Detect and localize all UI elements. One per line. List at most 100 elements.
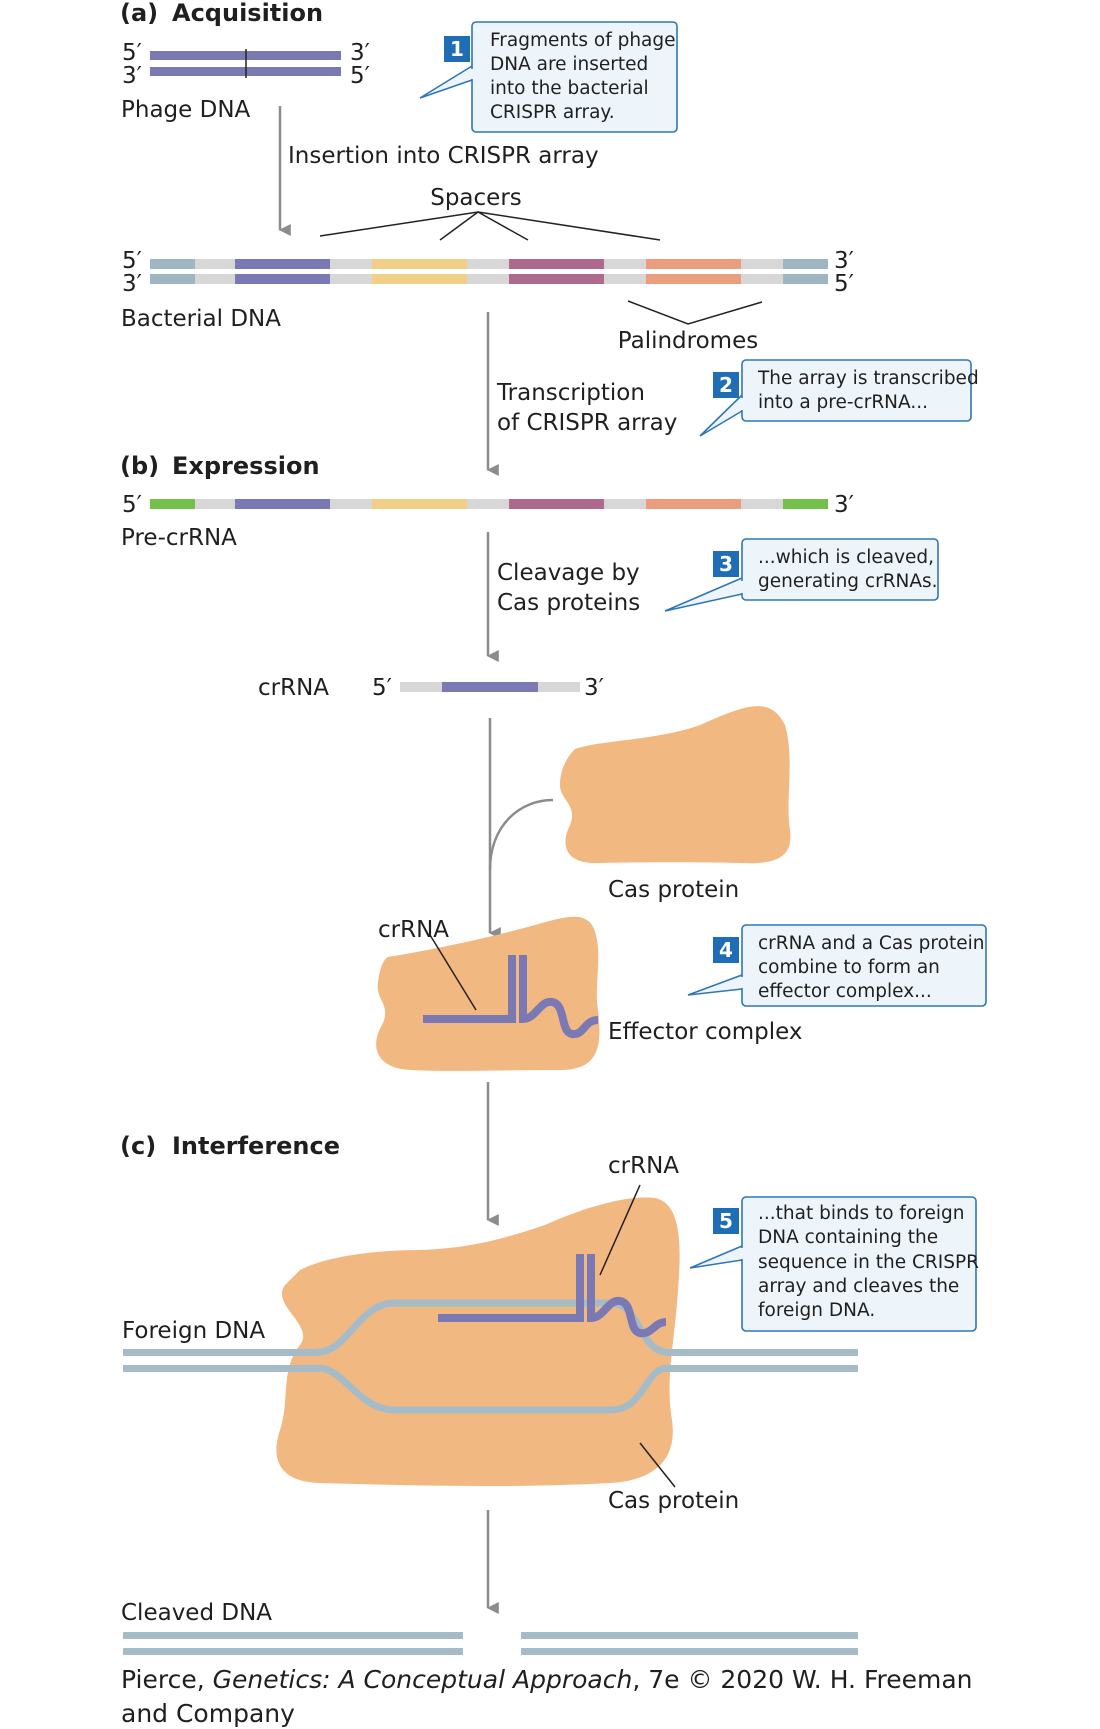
section-letter: (c) bbox=[120, 1132, 156, 1160]
leader-line bbox=[639, 1442, 676, 1488]
callout-text: DNA containing the bbox=[758, 1227, 938, 1248]
effector-complex-label: Effector complex bbox=[608, 1019, 803, 1045]
phage-dna-label: Phage DNA bbox=[121, 97, 251, 123]
bacterial-dna-label: Bacterial DNA bbox=[121, 306, 281, 332]
strand-end-label: 5′ bbox=[122, 492, 142, 518]
callout-pointer bbox=[664, 577, 743, 612]
joining-arrow bbox=[488, 798, 554, 871]
spacers-label: Spacers bbox=[430, 185, 522, 211]
callout-text: CRISPR array. bbox=[490, 102, 615, 123]
palindromes-bracket: Palindromes bbox=[618, 300, 763, 354]
transcription-label: Transcription bbox=[496, 380, 645, 406]
callout-text: sequence in the CRISPR bbox=[758, 1252, 979, 1273]
callout-text: into the bacterial bbox=[490, 78, 649, 99]
callout-pointer bbox=[419, 65, 473, 99]
step-number: 3 bbox=[719, 552, 733, 576]
numbered-step-badge bbox=[444, 36, 470, 62]
cleavage-label: Cas proteins bbox=[497, 590, 640, 616]
section-letter: (b) bbox=[120, 452, 159, 480]
strand-end-label: 5′ bbox=[350, 63, 370, 89]
crispr-strand-top bbox=[150, 259, 828, 269]
leader-line bbox=[599, 1184, 641, 1276]
section-title: Acquisition bbox=[172, 0, 323, 27]
crrna-label: crRNA bbox=[608, 1153, 679, 1179]
spacers-bracket: Spacers bbox=[319, 185, 661, 241]
credit-line: Pierce, Genetics: A Conceptual Approach,… bbox=[121, 1665, 973, 1728]
crispr-strand-bottom bbox=[150, 274, 828, 284]
credit-text: and Company bbox=[121, 1699, 295, 1728]
strand-end-label: 3′ bbox=[122, 271, 142, 297]
section-b-heading: (b) Expression bbox=[120, 452, 320, 480]
bacterial-dna: 5′ 3′ 3′ 5′ bbox=[121, 248, 854, 332]
transcription-label: of CRISPR array bbox=[497, 410, 677, 436]
credit-text: Pierce, Genetics: A Conceptual Approach,… bbox=[121, 1665, 973, 1694]
callout-text: combine to form an bbox=[758, 957, 940, 978]
section-title: Interference bbox=[172, 1132, 340, 1160]
strand-end-label: 5′ bbox=[372, 675, 392, 701]
callout-4: 4 crRNA and a Cas protein combine to for… bbox=[687, 924, 987, 1007]
callout-3: 3 ...which is cleaved, generating crRNAs… bbox=[664, 538, 939, 612]
callout-1: 1 Fragments of phage DNA are inserted in… bbox=[419, 21, 678, 133]
crrna: crRNA 5′ 3′ bbox=[258, 675, 604, 701]
pre-crrna-label: Pre-crRNA bbox=[121, 525, 237, 551]
callout-text: ...which is cleaved, bbox=[758, 547, 934, 568]
numbered-step-badge bbox=[713, 1208, 739, 1234]
callout-box bbox=[741, 924, 987, 1007]
cas-protein-shape bbox=[376, 916, 600, 1071]
callout-5: 5 ...that binds to foreign DNA containin… bbox=[689, 1196, 979, 1332]
strand-end-label: 3′ bbox=[834, 248, 854, 274]
cleavage-label: Cleavage by bbox=[497, 560, 640, 586]
cleaved-dna: Cleaved DNA bbox=[121, 1600, 858, 1655]
section-a-heading: (a) Acquisition bbox=[120, 0, 323, 27]
crrna-label: crRNA bbox=[378, 917, 449, 943]
section-letter: (a) bbox=[120, 0, 158, 27]
strand-end-label: 5′ bbox=[834, 271, 854, 297]
cas-protein-shape bbox=[560, 706, 791, 864]
callout-box bbox=[741, 538, 939, 601]
step-number: 1 bbox=[450, 37, 464, 61]
insertion-label: Insertion into CRISPR array bbox=[288, 143, 599, 169]
strand-end-label: 5′ bbox=[122, 248, 142, 274]
callout-pointer bbox=[687, 974, 743, 996]
callout-text: foreign DNA. bbox=[758, 1300, 875, 1321]
credit-author: Pierce, bbox=[121, 1665, 213, 1694]
crrna-label: crRNA bbox=[258, 675, 329, 701]
callout-text: The array is transcribed bbox=[757, 368, 979, 389]
effector-complex: crRNA bbox=[376, 916, 600, 1071]
credit-book-title: Genetics: A Conceptual Approach bbox=[213, 1665, 633, 1694]
section-title: Expression bbox=[172, 452, 320, 480]
strand-end-label: 5′ bbox=[122, 40, 142, 66]
cas-protein-label: Cas protein bbox=[608, 877, 739, 903]
callout-text: into a pre-crRNA... bbox=[758, 392, 928, 413]
callout-pointer bbox=[689, 1245, 743, 1269]
phage-dna: 5′ 3′ 3′ 5′ Phage DNA bbox=[121, 40, 370, 123]
strand-end-label: 3′ bbox=[350, 40, 370, 66]
cas-protein-label: Cas protein bbox=[608, 1488, 739, 1514]
cleaved-dna-label: Cleaved DNA bbox=[121, 1600, 272, 1626]
callout-text: generating crRNAs. bbox=[758, 571, 938, 592]
callout-text: crRNA and a Cas protein bbox=[758, 933, 984, 954]
credit-publisher: , 7e © 2020 W. H. Freeman bbox=[632, 1665, 972, 1694]
leader-line bbox=[429, 934, 477, 1011]
step-number: 4 bbox=[719, 938, 733, 962]
callout-text: effector complex... bbox=[758, 981, 932, 1002]
callout-box bbox=[741, 359, 972, 422]
step-number: 2 bbox=[719, 373, 733, 397]
callout-text: ...that binds to foreign bbox=[758, 1203, 964, 1224]
strand-end-label: 3′ bbox=[122, 63, 142, 89]
callout-2: 2 The array is transcribed into a pre-cr… bbox=[699, 359, 979, 437]
strand-end-label: 3′ bbox=[584, 675, 604, 701]
palindromes-label: Palindromes bbox=[618, 328, 758, 354]
pre-crrna: 5′ 3′ Pre-crRNA bbox=[121, 492, 854, 551]
callout-text: DNA are inserted bbox=[490, 54, 648, 75]
crrna-in-complex bbox=[423, 955, 599, 1039]
callout-pointer bbox=[699, 394, 743, 437]
step-number: 5 bbox=[719, 1209, 733, 1233]
numbered-step-badge bbox=[713, 551, 739, 577]
callout-box bbox=[741, 1196, 977, 1332]
foreign-dna: Foreign DNA bbox=[122, 1299, 858, 1414]
strand-end-label: 3′ bbox=[834, 492, 854, 518]
crrna-in-complex bbox=[438, 1254, 667, 1338]
foreign-dna-label: Foreign DNA bbox=[122, 1318, 265, 1344]
